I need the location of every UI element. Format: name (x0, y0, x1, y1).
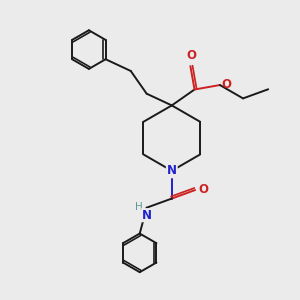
Text: O: O (222, 77, 232, 91)
Text: H: H (135, 202, 143, 212)
Text: N: N (167, 164, 177, 177)
Text: N: N (142, 209, 152, 222)
Text: O: O (186, 49, 197, 62)
Text: O: O (198, 183, 208, 196)
